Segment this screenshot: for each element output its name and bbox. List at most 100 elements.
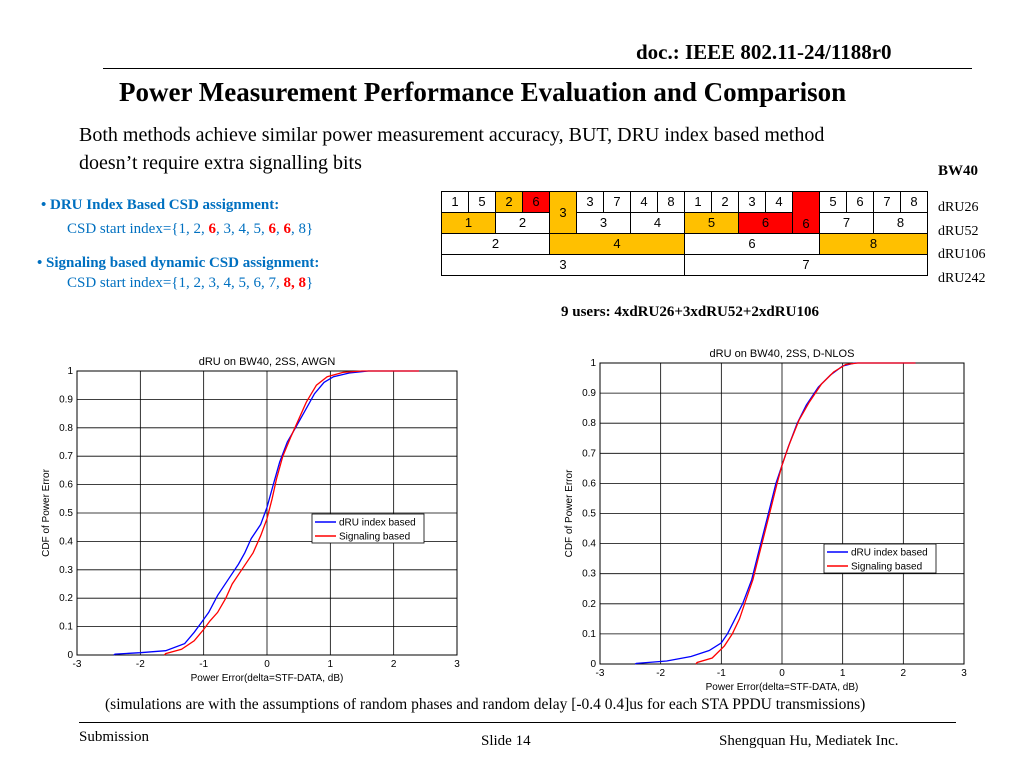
ru-cell: 5 [684, 212, 739, 234]
y-tick-label: 0 [590, 659, 596, 670]
dru-csd-mid: , 3, 4, 5, [216, 221, 269, 237]
footer-submission: Submission [79, 729, 150, 745]
header-divider [103, 68, 972, 69]
y-tick-label: 0 [67, 650, 73, 661]
ru-cell: 6 [522, 191, 550, 213]
users-note: 9 users: 4xdRU26+3xdRU52+2xdRU106 [561, 304, 819, 320]
y-tick-label: 0.3 [582, 569, 596, 580]
plot-frame [599, 362, 965, 665]
y-axis-label: CDF of Power Error [564, 469, 575, 557]
footer-author: Shengquan Hu, Mediatek Inc. [719, 733, 899, 749]
dru-csd-heading: • DRU Index Based CSD assignment: [41, 197, 280, 213]
legend-label: Signaling based [851, 562, 922, 573]
y-tick-label: 0.9 [59, 394, 73, 405]
chart-title: dRU on BW40, 2SS, D-NLOS [710, 348, 855, 360]
ru-cell: 2 [441, 233, 550, 255]
plot-frame [76, 370, 458, 656]
ru-cell: 3 [738, 191, 766, 213]
legend-box [823, 543, 937, 574]
y-tick-label: 1 [67, 366, 73, 377]
dru-csd-separator: , [276, 221, 284, 237]
dru-csd-heading-text: DRU Index Based CSD assignment: [50, 197, 280, 213]
ru-row-label: dRU106 [938, 247, 986, 262]
x-tick-label: 1 [328, 659, 334, 670]
chart-title: dRU on BW40, 2SS, AWGN [199, 356, 336, 368]
ru-allocation-table: 1 5 2 6 3 3 7 4 8 1 2 3 4 6 5 6 7 8 1 2 … [441, 191, 928, 276]
x-axis-label: Power Error(delta=STF-DATA, dB) [706, 682, 859, 693]
ru-cell: 6 [846, 191, 874, 213]
x-tick-label: 0 [264, 659, 270, 670]
ru-cell: 5 [468, 191, 496, 213]
y-tick-label: 0.1 [582, 629, 596, 640]
signaling-csd-prefix: CSD start index={1, 2, 3, 4, 5, 6, 7, [67, 275, 284, 291]
ru-cell: 7 [819, 212, 874, 234]
signaling-csd-heading-text: Signaling based dynamic CSD assignment: [46, 255, 320, 271]
ru-cell: 2 [711, 191, 739, 213]
ru-row-label: dRU26 [938, 200, 979, 215]
center-ru-26-second: 6 [792, 191, 820, 234]
dru-csd-red-2: 6 [268, 221, 277, 237]
dru-csd-red-3: 6 [283, 221, 292, 237]
ru-cell: 4 [765, 191, 793, 213]
y-tick-label: 0.2 [582, 599, 596, 610]
signaling-csd-heading: • Signaling based dynamic CSD assignment… [37, 255, 320, 271]
x-tick-label: 2 [901, 668, 907, 679]
x-tick-label: 0 [779, 668, 785, 679]
x-tick-label: 1 [840, 668, 846, 679]
ru-cell: 8 [657, 191, 685, 213]
ru-cell: 3 [576, 212, 631, 234]
y-tick-label: 0.6 [582, 478, 596, 489]
slide-subtitle: Both methods achieve similar power measu… [79, 124, 825, 174]
ru-cell: 5 [819, 191, 847, 213]
y-tick-label: 0.8 [582, 418, 596, 429]
ru-cell: 1 [441, 191, 469, 213]
y-tick-label: 0.3 [59, 565, 73, 576]
y-tick-label: 0.9 [582, 388, 596, 399]
ru-cell: 4 [630, 191, 658, 213]
y-axis-label: CDF of Power Error [41, 468, 52, 556]
y-tick-label: 0.5 [59, 508, 73, 519]
y-tick-label: 0.8 [59, 423, 73, 434]
legend-label: Signaling based [339, 532, 410, 543]
bandwidth-label: BW40 [938, 163, 979, 179]
y-tick-label: 0.7 [582, 448, 596, 459]
x-tick-label: -1 [199, 659, 208, 670]
x-tick-label: -1 [717, 668, 726, 679]
ru-cell: 4 [630, 212, 685, 234]
dru52-row: 1 2 3 4 5 6 7 8 [441, 212, 928, 234]
y-tick-label: 1 [590, 358, 596, 369]
signaling-csd-line: CSD start index={1, 2, 3, 4, 5, 6, 7, 8,… [67, 275, 313, 292]
simulation-note: (simulations are with the assumptions of… [105, 696, 866, 713]
x-tick-label: -3 [596, 668, 605, 679]
x-tick-label: -2 [136, 659, 145, 670]
ru-cell: 1 [441, 212, 496, 234]
ru-row-label: dRU52 [938, 223, 979, 239]
y-tick-label: 0.1 [59, 622, 73, 633]
legend-label: dRU index based [339, 518, 416, 529]
ru-cell: 2 [495, 212, 550, 234]
ru-cell: 4 [549, 233, 685, 255]
ru-cell: 7 [873, 191, 901, 213]
series-line [695, 362, 916, 665]
dru-csd-red-1: 6 [208, 221, 217, 237]
legend-label: dRU index based [851, 548, 928, 559]
ru-cell: 8 [819, 233, 928, 255]
x-tick-label: 3 [961, 668, 967, 679]
dru-csd-line: CSD start index={1, 2, 6, 3, 4, 5, 6, 6,… [67, 221, 313, 238]
signaling-csd-suffix: } [306, 275, 314, 291]
ru-row-label: dRU242 [938, 270, 986, 286]
series-line [163, 370, 419, 656]
x-tick-label: -2 [656, 668, 665, 679]
ru-cell: 3 [441, 254, 685, 276]
ru-cell: 1 [684, 191, 712, 213]
document-id: doc.: IEEE 802.11-24/1188r0 [636, 40, 892, 64]
y-tick-label: 0.6 [59, 480, 73, 491]
y-tick-label: 0.4 [59, 536, 73, 547]
ru-cell: 6 [684, 233, 820, 255]
dru26-row: 1 5 2 6 3 3 7 4 8 1 2 3 4 6 5 6 7 8 [441, 191, 928, 234]
footer-slide-number: Slide 14 [481, 733, 531, 749]
ru-cell: 2 [495, 191, 523, 213]
x-tick-label: 3 [454, 659, 460, 670]
legend-box [311, 513, 425, 544]
ru-cell: 7 [684, 254, 928, 276]
